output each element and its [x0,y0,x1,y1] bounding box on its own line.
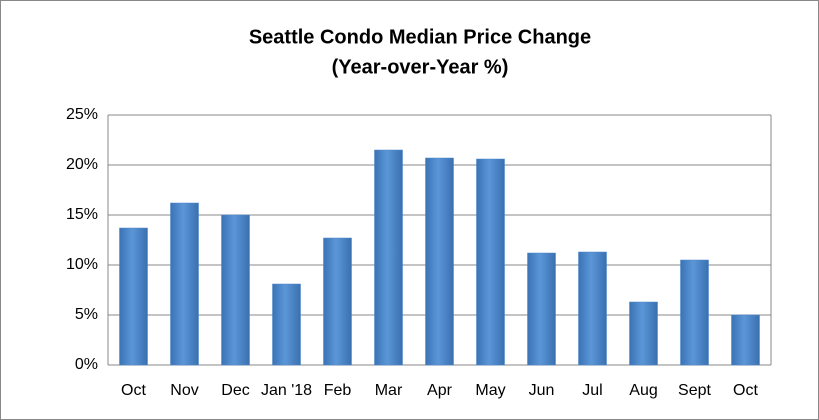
y-tick-label: 20% [66,156,98,173]
x-tick-label: May [475,382,505,399]
x-tick-label: Aug [629,382,657,399]
x-tick-label: Jan '18 [261,382,312,399]
y-tick-label: 15% [66,206,98,223]
x-tick-label: Mar [375,382,403,399]
x-tick-label: Feb [324,382,352,399]
bar [425,157,454,366]
x-tick-label: Jul [582,382,602,399]
x-tick-label: Oct [121,382,146,399]
bar [731,314,760,366]
bar [476,158,505,366]
y-tick-label: 25% [66,106,98,123]
y-tick-label: 5% [75,306,98,323]
bar [272,283,301,366]
x-tick-label: Oct [733,382,758,399]
bar [221,214,250,366]
y-tick-label: 10% [66,256,98,273]
bar [119,227,148,366]
bar [323,237,352,366]
chart-subtitle: (Year-over-Year %) [332,56,509,78]
bar [527,252,556,366]
x-tick-label: Sept [678,382,711,399]
chart-title: Seattle Condo Median Price Change [249,26,591,48]
x-tick-label: Nov [170,382,198,399]
bar [578,251,607,366]
x-tick-label: Dec [221,382,249,399]
x-tick-label: Jun [529,382,555,399]
bar [374,149,403,366]
bar [170,202,199,366]
y-tick-label: 0% [75,356,98,373]
bar [680,259,709,366]
x-tick-label: Apr [427,382,453,399]
bar [629,301,658,366]
